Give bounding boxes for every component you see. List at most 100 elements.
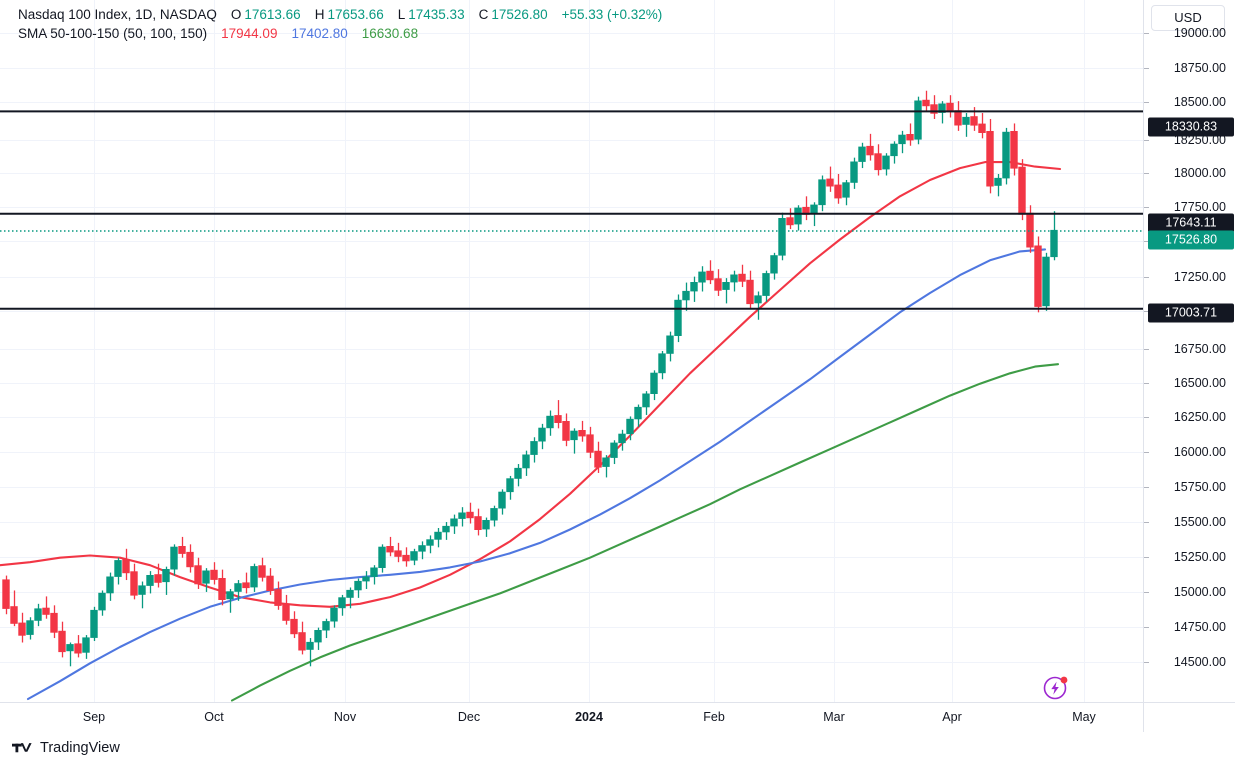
candle-body[interactable]: [706, 270, 714, 281]
candle-body[interactable]: [146, 574, 154, 586]
candle-body[interactable]: [674, 299, 682, 336]
candle-body[interactable]: [130, 571, 138, 596]
candle-body[interactable]: [170, 546, 178, 570]
candle-body[interactable]: [386, 545, 394, 553]
candle-body[interactable]: [970, 116, 978, 126]
candle-body[interactable]: [346, 589, 354, 598]
candle-body[interactable]: [330, 607, 338, 622]
candle-body[interactable]: [250, 566, 258, 588]
candle-body[interactable]: [474, 516, 482, 530]
candle-body[interactable]: [834, 184, 842, 199]
candle-body[interactable]: [258, 565, 266, 578]
candle-body[interactable]: [242, 582, 250, 589]
candle-body[interactable]: [866, 145, 874, 156]
candle-body[interactable]: [522, 454, 530, 469]
candle-body[interactable]: [978, 123, 986, 133]
candle-body[interactable]: [1002, 131, 1010, 179]
candle-body[interactable]: [458, 512, 466, 519]
candle-body[interactable]: [906, 134, 914, 141]
candle-body[interactable]: [954, 110, 962, 126]
candle-body[interactable]: [426, 539, 434, 546]
candle-body[interactable]: [738, 273, 746, 282]
chart-plot-area[interactable]: [0, 0, 1143, 702]
candle-body[interactable]: [890, 143, 898, 157]
candle-body[interactable]: [610, 442, 618, 458]
candle-body[interactable]: [90, 609, 98, 638]
candle-body[interactable]: [138, 585, 146, 595]
candle-body[interactable]: [442, 525, 450, 533]
candle-body[interactable]: [194, 565, 202, 585]
legend-indicator-row[interactable]: SMA 50-100-150 (50, 100, 150) 17944.09 174…: [18, 24, 665, 43]
candle-body[interactable]: [666, 335, 674, 354]
candle-body[interactable]: [410, 551, 418, 561]
candle-body[interactable]: [10, 606, 18, 624]
candle-body[interactable]: [506, 478, 514, 493]
candle-body[interactable]: [994, 177, 1002, 186]
candle-body[interactable]: [930, 104, 938, 114]
candle-body[interactable]: [178, 545, 186, 554]
candle-body[interactable]: [354, 580, 362, 591]
candle-body[interactable]: [298, 632, 306, 651]
candle-body[interactable]: [490, 508, 498, 521]
candle-body[interactable]: [690, 282, 698, 292]
candle-body[interactable]: [114, 560, 122, 577]
candle-body[interactable]: [1034, 245, 1042, 307]
candle-body[interactable]: [842, 182, 850, 198]
price-scale[interactable]: USD 19000.00 18750.00 18500.00 18250.00 1800…: [1143, 0, 1235, 702]
candle-body[interactable]: [826, 178, 834, 187]
currency-label[interactable]: USD: [1151, 5, 1225, 31]
candle-body[interactable]: [186, 551, 194, 568]
candle-body[interactable]: [290, 618, 298, 635]
candle-body[interactable]: [274, 589, 282, 606]
candle-body[interactable]: [378, 546, 386, 568]
candle-body[interactable]: [26, 620, 34, 635]
candle-body[interactable]: [1042, 256, 1050, 307]
candle-body[interactable]: [42, 607, 50, 615]
legend-symbol-row[interactable]: Nasdaq 100 Index, 1D, NASDAQ O 17613.66 H 17…: [18, 5, 665, 24]
candle-body[interactable]: [74, 643, 82, 654]
candle-body[interactable]: [922, 99, 930, 107]
candle-body[interactable]: [370, 567, 378, 577]
candle-body[interactable]: [82, 637, 90, 653]
candle-body[interactable]: [570, 430, 578, 441]
candle-body[interactable]: [314, 629, 322, 643]
candle-body[interactable]: [946, 102, 954, 113]
candle-body[interactable]: [546, 415, 554, 429]
price-level-badge[interactable]: 17643.11: [1148, 213, 1234, 233]
candle-body[interactable]: [794, 207, 802, 225]
candle-body[interactable]: [98, 592, 106, 611]
candle-body[interactable]: [34, 608, 42, 621]
candle-body[interactable]: [482, 519, 490, 530]
candle-body[interactable]: [1050, 229, 1058, 258]
candle-body[interactable]: [810, 204, 818, 214]
candle-body[interactable]: [874, 153, 882, 171]
candle-body[interactable]: [58, 630, 66, 653]
candle-body[interactable]: [962, 116, 970, 125]
candle-body[interactable]: [66, 644, 74, 652]
candle-body[interactable]: [1018, 166, 1026, 215]
candle-body[interactable]: [338, 597, 346, 609]
candle-body[interactable]: [714, 278, 722, 291]
price-level-badge[interactable]: 18330.83: [1148, 117, 1234, 137]
candle-body[interactable]: [626, 418, 634, 435]
candle-body[interactable]: [898, 134, 906, 145]
candle-body[interactable]: [162, 568, 170, 583]
candle-body[interactable]: [770, 255, 778, 274]
candle-body[interactable]: [106, 576, 114, 594]
candle-body[interactable]: [586, 434, 594, 453]
candle-body[interactable]: [562, 421, 570, 441]
lightning-alert-icon[interactable]: [1042, 673, 1070, 701]
candle-body[interactable]: [498, 491, 506, 509]
candle-body[interactable]: [234, 583, 242, 592]
candle-body[interactable]: [754, 295, 762, 304]
candle-body[interactable]: [226, 591, 234, 600]
candle-body[interactable]: [778, 218, 786, 256]
candle-body[interactable]: [986, 131, 994, 187]
candle-body[interactable]: [1026, 212, 1034, 248]
candle-body[interactable]: [450, 518, 458, 527]
candle-body[interactable]: [858, 146, 866, 162]
candle-body[interactable]: [746, 279, 754, 305]
candle-body[interactable]: [202, 570, 210, 584]
candle-body[interactable]: [210, 569, 218, 580]
candle-body[interactable]: [818, 179, 826, 206]
